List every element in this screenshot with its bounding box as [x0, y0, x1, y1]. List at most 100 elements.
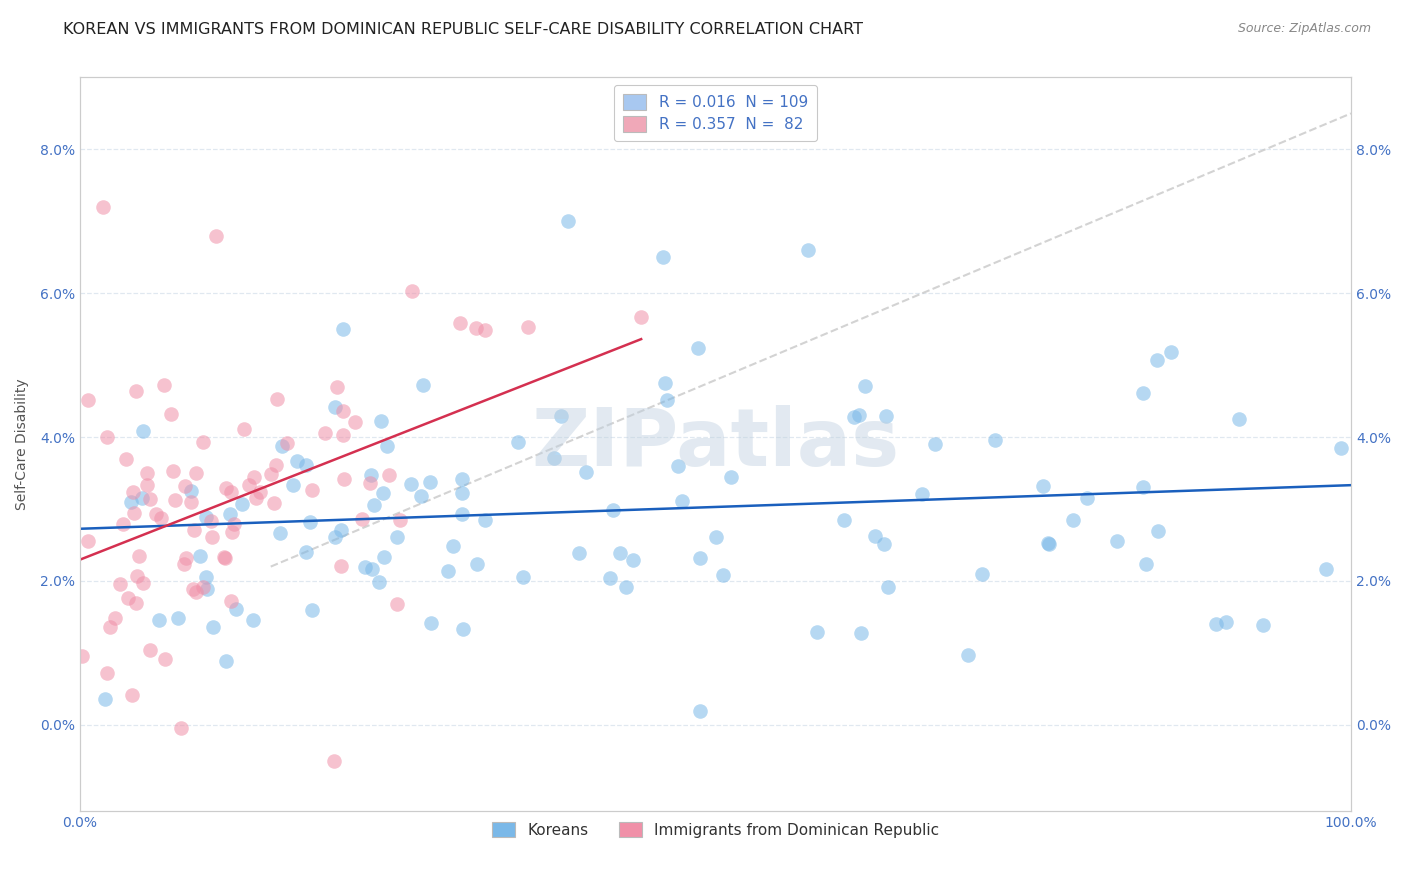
Point [325, 380, 347, 394]
Point [1032, 479, 1054, 493]
Point [911, 486, 934, 500]
Point [550, 409, 572, 423]
Point [214, 655, 236, 669]
Point [575, 465, 598, 479]
Point [212, 550, 235, 565]
Point [1227, 411, 1250, 425]
Point [877, 580, 900, 594]
Point [354, 559, 377, 574]
Point [242, 613, 264, 627]
Point [451, 507, 474, 521]
Point [201, 530, 224, 544]
Point [294, 545, 316, 559]
Point [238, 478, 260, 492]
Point [375, 438, 398, 452]
Point [332, 322, 354, 336]
Point [599, 571, 621, 585]
Point [385, 530, 408, 544]
Point [200, 514, 222, 528]
Point [162, 464, 184, 478]
Point [1132, 480, 1154, 494]
Point [259, 467, 281, 481]
Point [567, 546, 589, 560]
Point [399, 477, 422, 491]
Point [266, 392, 288, 406]
Point [294, 458, 316, 472]
Point [671, 494, 693, 508]
Point [125, 384, 148, 398]
Point [127, 569, 149, 583]
Point [984, 433, 1007, 447]
Point [121, 688, 143, 702]
Point [219, 594, 242, 608]
Point [132, 425, 155, 439]
Point [1062, 513, 1084, 527]
Point [245, 491, 267, 505]
Point [184, 585, 207, 599]
Point [1132, 385, 1154, 400]
Point [363, 498, 385, 512]
Point [139, 643, 162, 657]
Point [323, 400, 346, 414]
Point [195, 570, 218, 584]
Point [298, 515, 321, 529]
Point [412, 378, 434, 392]
Point [332, 428, 354, 442]
Point [844, 409, 866, 424]
Point [170, 721, 193, 735]
Point [219, 484, 242, 499]
Point [689, 550, 711, 565]
Point [180, 483, 202, 498]
Point [153, 652, 176, 666]
Point [352, 511, 374, 525]
Point [96, 430, 118, 444]
Point [96, 666, 118, 681]
Point [194, 510, 217, 524]
Point [167, 611, 190, 625]
Point [243, 470, 266, 484]
Point [195, 582, 218, 596]
Point [283, 478, 305, 492]
Point [314, 425, 336, 440]
Point [180, 495, 202, 509]
Point [711, 568, 734, 582]
Point [322, 754, 344, 768]
Point [621, 553, 644, 567]
Point [863, 529, 886, 543]
Point [114, 451, 136, 466]
Point [1160, 345, 1182, 359]
Point [602, 503, 624, 517]
Point [474, 323, 496, 337]
Point [924, 437, 946, 451]
Point [409, 489, 432, 503]
Point [188, 549, 211, 563]
Point [125, 596, 148, 610]
Point [124, 507, 146, 521]
Point [474, 513, 496, 527]
Point [98, 620, 121, 634]
Point [1315, 562, 1337, 576]
Point [285, 454, 308, 468]
Y-axis label: Self-Care Disability: Self-Care Disability [15, 378, 30, 510]
Point [370, 414, 392, 428]
Point [359, 476, 381, 491]
Point [875, 409, 897, 423]
Point [1205, 617, 1227, 632]
Point [614, 580, 637, 594]
Point [972, 567, 994, 582]
Point [851, 626, 873, 640]
Point [224, 517, 246, 532]
Point [77, 392, 100, 407]
Point [630, 310, 652, 324]
Point [76, 534, 98, 549]
Point [655, 392, 678, 407]
Point [183, 582, 205, 596]
Point [231, 497, 253, 511]
Point [264, 458, 287, 472]
Point [512, 569, 534, 583]
Point [117, 591, 139, 605]
Point [437, 564, 460, 578]
Point [609, 546, 631, 560]
Point [139, 491, 162, 506]
Point [388, 513, 411, 527]
